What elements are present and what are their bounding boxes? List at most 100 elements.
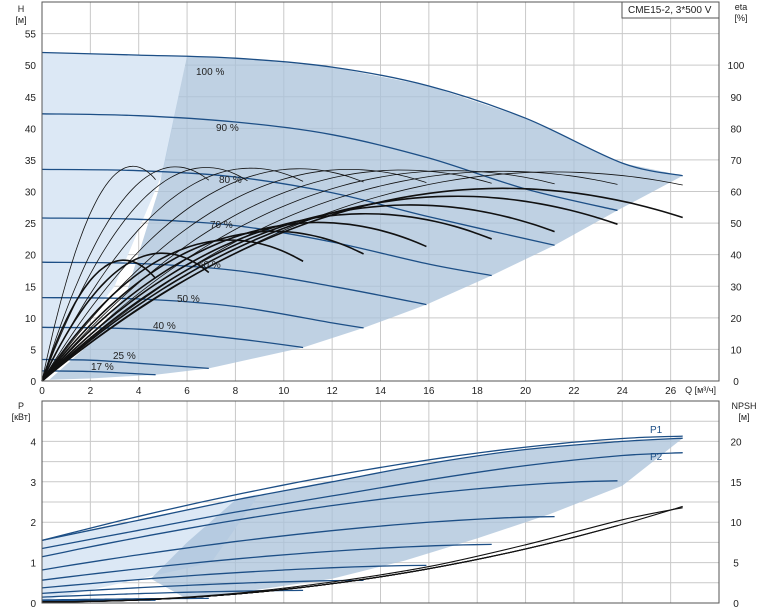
y-right-tick-label: 0 [733,377,739,388]
curves: 100 % 90 % 80 % 70 % 60 % 50 % 40 % 25 %17 % [41,51,683,603]
efficiency-guide-curve [41,165,156,382]
y-left-tick-label: 50 [25,61,37,72]
title-box [621,1,720,19]
speed-curve [41,168,555,246]
npsh-tick-label: 15 [730,478,742,489]
x-tick-label: 4 [136,386,142,397]
npsh-tick-label: 0 [733,599,739,610]
speed-percent-label: 17 % [91,362,114,373]
efficiency-guide-curve [41,170,555,382]
y-left-unit-top: [м] [15,15,26,25]
y-left-tick-label: 20 [25,251,37,262]
chart-title: CME15-2, 3*500 V [628,5,712,16]
y-left-tick-label: 25 [25,219,37,230]
x-tick-label: 0 [39,386,45,397]
efficiency-guide-curve [41,169,492,382]
x-tick-label: 8 [233,386,239,397]
y-left-tick-label: 5 [30,345,36,356]
speed-percent-label: 40 % [153,321,176,332]
power-curve [41,480,618,558]
p-tick-label: 1 [30,559,36,570]
y-right-tick-label: 20 [730,314,742,325]
p2-curve [41,452,683,550]
y-left-unit-bottom: [кВт] [12,412,31,422]
efficiency-guide-curve [41,168,427,382]
y-left-tick-label: 10 [25,314,37,325]
y-right-tick-label: 60 [730,188,742,199]
speed-percent-label: 50 % [177,294,200,305]
efficiency-guide-curve [41,166,210,382]
y-right-tick-label: 50 [730,219,742,230]
efficiency-guide-curve [41,167,304,382]
power-curve [41,564,427,589]
x-tick-label: 22 [568,386,580,397]
y-left-label-top: H [18,4,25,14]
tick-labels: 0 2 4 6 8 10 12 14 16 18 20 22 24 2605101520253035404… [25,30,745,610]
bottom-plot-frame [41,400,720,604]
p-tick-label: 4 [30,437,36,448]
power-curve [41,579,364,595]
speed-percent-label: 90 % [216,123,239,134]
y-left-tick-label: 55 [25,30,37,41]
y-right-tick-label: 90 [730,93,742,104]
npsh-tick-label: 10 [730,518,742,529]
x-axis-label: Q [м³/ч] [685,385,716,395]
y-right-tick-label: 80 [730,124,742,135]
top-plot-frame [41,1,720,382]
y-left-tick-label: 0 [30,377,36,388]
y-left-tick-label: 40 [25,124,37,135]
x-tick-label: 12 [327,386,339,397]
y-left-tick-label: 15 [25,282,37,293]
efficiency-guide-curve [41,170,618,382]
power-curve [41,435,683,542]
operating-region-top [49,55,683,380]
p-tick-label: 0 [30,599,36,610]
p2-label: P2 [650,452,663,463]
x-tick-label: 20 [520,386,532,397]
x-tick-label: 18 [472,386,484,397]
y-right-tick-label: 100 [728,61,745,72]
operating-region-bottom [150,438,683,599]
x-tick-label: 14 [375,386,387,397]
y-left-tick-label: 45 [25,93,37,104]
y-left-tick-label: 35 [25,156,37,167]
npsh-tick-label: 20 [730,437,742,448]
x-tick-label: 26 [665,386,677,397]
plot-frames [41,1,720,604]
speed-percent-label: 80 % [219,175,242,186]
npsh-main-curve [41,507,683,603]
x-tick-label: 16 [423,386,435,397]
y-right-tick-label: 30 [730,282,742,293]
x-tick-label: 6 [184,386,190,397]
y-right-tick-label: 10 [730,345,742,356]
y-left-tick-label: 30 [25,188,37,199]
y-right-unit-bottom: [м] [738,412,749,422]
y-right-label-bottom: NPSH [731,401,756,411]
speed-curve [41,296,364,329]
efficiency-curve [41,239,304,382]
x-tick-label: 2 [88,386,94,397]
speed-curve [41,261,427,306]
efficiency-curve [41,221,427,382]
x-tick-label: 10 [278,386,290,397]
y-right-tick-label: 70 [730,156,742,167]
x-tick-label: 24 [617,386,629,397]
labels: CME15-2, 3*500 V H [м] eta [%] Q [м³/ч] … [12,1,757,463]
y-right-tick-label: 40 [730,251,742,262]
speed-curve [41,51,683,177]
speed-percent-label: 100 % [196,67,224,78]
p-tick-label: 2 [30,518,36,529]
npsh-tick-label: 5 [733,559,739,570]
operating-region [42,52,683,601]
y-right-label-top: eta [735,2,748,12]
efficiency-guide-curve [41,171,683,382]
low-flow-region-bottom [42,493,260,601]
y-right-unit-top: [%] [734,13,747,23]
speed-percent-label: 70 % [210,220,233,231]
y-left-label-bottom: P [18,401,24,411]
p1-label: P1 [650,425,663,436]
p1-curve [41,437,683,542]
efficiency-curve [41,212,492,382]
